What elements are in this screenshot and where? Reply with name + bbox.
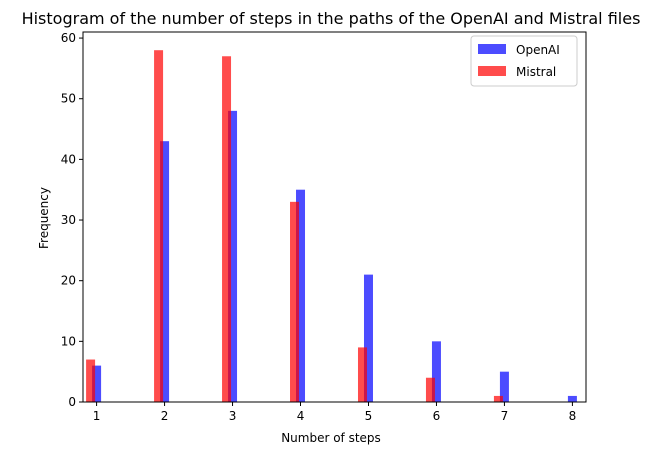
legend-label-mistral: Mistral: [516, 65, 556, 79]
bar-mistral-7: [493, 395, 503, 402]
x-tick-label: 6: [433, 409, 441, 423]
bar-mistral-1: [86, 359, 96, 402]
bar-openai-1: [92, 365, 102, 402]
x-tick-label: 8: [569, 409, 577, 423]
x-axis-label: Number of steps: [281, 431, 381, 445]
bar-openai-8: [567, 395, 577, 402]
x-tick-label: 7: [501, 409, 509, 423]
y-tick-label: 40: [61, 152, 76, 166]
bar-mistral-4: [290, 201, 300, 402]
x-tick-label: 3: [229, 409, 237, 423]
y-tick-label: 10: [61, 334, 76, 348]
bar-mistral-3: [222, 56, 232, 402]
legend-swatch-mistral: [478, 66, 506, 76]
bar-openai-4: [296, 189, 306, 402]
y-tick-label: 20: [61, 274, 76, 288]
y-tick-label: 0: [68, 395, 76, 409]
x-tick-label: 1: [93, 409, 101, 423]
bar-mistral-5: [357, 347, 367, 402]
legend-label-openai: OpenAI: [516, 43, 560, 57]
x-tick-label: 5: [365, 409, 373, 423]
bar-openai-3: [228, 110, 238, 402]
bar-openai-7: [499, 371, 509, 402]
x-tick-label: 2: [161, 409, 169, 423]
bar-openai-5: [363, 274, 373, 402]
legend-swatch-openai: [478, 44, 506, 54]
bar-mistral-6: [425, 377, 435, 402]
y-axis-label: Frequency: [37, 187, 51, 249]
x-tick-label: 4: [297, 409, 305, 423]
y-tick-label: 50: [61, 92, 76, 106]
axes: 1 2 3 4 5 6 7 8 0 10 20 30 40 50 60: [61, 31, 587, 423]
plot-frame: [82, 31, 587, 403]
chart-title: Histogram of the number of steps in the …: [22, 9, 641, 28]
bars: [86, 50, 577, 402]
bar-openai-6: [431, 341, 441, 402]
bar-openai-2: [160, 141, 170, 402]
y-tick-label: 30: [61, 213, 76, 227]
y-tick-label: 60: [61, 31, 76, 45]
bar-mistral-2: [154, 50, 164, 402]
legend: OpenAI Mistral: [470, 35, 578, 87]
